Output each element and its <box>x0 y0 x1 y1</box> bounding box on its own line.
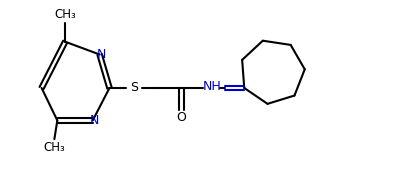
Text: O: O <box>176 111 186 124</box>
Text: CH₃: CH₃ <box>43 142 65 154</box>
Text: CH₃: CH₃ <box>54 8 76 21</box>
Text: N: N <box>90 114 100 127</box>
Text: S: S <box>130 82 138 94</box>
Text: N: N <box>97 48 106 61</box>
Text: NH: NH <box>203 79 221 93</box>
